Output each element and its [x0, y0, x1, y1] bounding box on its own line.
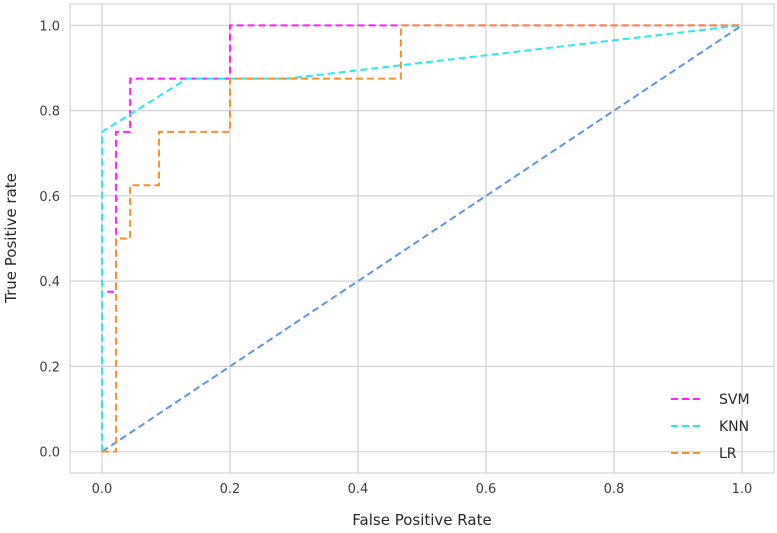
x-tick-label: 1.0: [732, 482, 753, 497]
y-tick-label: 0.2: [39, 360, 60, 375]
y-tick-label: 0.6: [39, 190, 60, 205]
legend-label-knn: KNN: [719, 419, 749, 435]
x-tick-label: 0.8: [604, 482, 625, 497]
y-tick-label: 1.0: [39, 19, 60, 34]
series-line-svm: [101, 24, 742, 452]
y-tick-labels: 0.0 0.2 0.4 0.6 0.8 1.0: [39, 19, 60, 460]
x-tick-label: 0.6: [476, 482, 497, 497]
y-tick-label: 0.0: [39, 446, 60, 461]
x-tick-label: 0.4: [348, 482, 369, 497]
legend-label-svm: SVM: [719, 392, 750, 408]
x-tick-labels: 0.0 0.2 0.4 0.6 0.8 1.0: [92, 482, 753, 497]
series-line-lr: [102, 24, 742, 453]
reference-diagonal-line: [101, 24, 743, 453]
y-tick-label: 0.8: [39, 105, 60, 120]
series-line-knn: [101, 24, 743, 452]
series-lines: [101, 24, 743, 453]
x-axis-label: False Positive Rate: [352, 511, 491, 529]
y-tick-label: 0.4: [39, 275, 60, 290]
y-axis-label: True Positive rate: [2, 173, 20, 304]
legend-label-lr: LR: [719, 446, 737, 462]
x-tick-label: 0.2: [220, 482, 241, 497]
x-tick-label: 0.0: [92, 482, 113, 497]
legend: SVM KNN LR: [671, 392, 750, 462]
